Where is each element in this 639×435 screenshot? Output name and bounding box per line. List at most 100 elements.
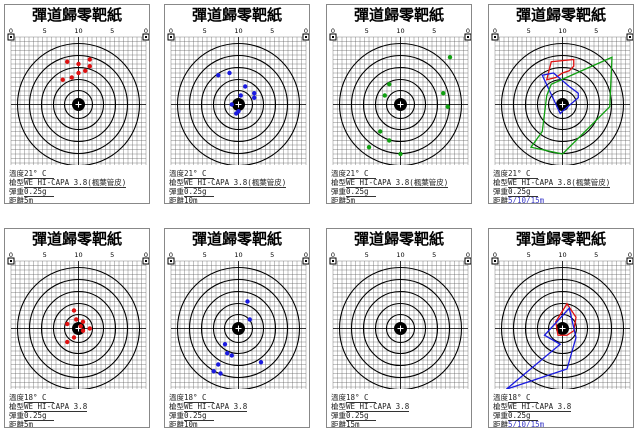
target-ring (338, 42, 463, 165)
tick-label: 0 (304, 251, 308, 259)
tick-label: 5 (594, 27, 598, 35)
corner-mark (494, 36, 496, 38)
shot-mark (76, 70, 81, 76)
sheet-title: 彈道歸零靶紙 (31, 230, 122, 248)
model-row: 槍型WE HI-CAPA 3.8 (331, 402, 410, 412)
temperature-row: 溫度18° C (493, 393, 538, 403)
tick-label: 0 (331, 27, 335, 35)
tick-label: 0 (304, 27, 308, 35)
pellet-label: 彈重 (169, 411, 184, 420)
shot-mark (382, 93, 387, 98)
shot-mark (71, 335, 77, 340)
target-ring (63, 89, 94, 120)
tick-label: 0 (331, 251, 335, 259)
distance-label: 距離 (9, 196, 24, 204)
target-ring (385, 313, 416, 344)
tick-label: 10 (74, 251, 82, 259)
shot-mark (252, 91, 257, 96)
corner-mark (467, 260, 469, 262)
target-ring (385, 89, 416, 120)
temperature-label: 溫度 (331, 169, 346, 178)
tick-label: 10 (234, 27, 242, 35)
pellet-label: 彈重 (493, 187, 508, 196)
pellet-value: 0.25g (508, 411, 538, 421)
shot-mark (234, 111, 239, 116)
tick-label: 5 (432, 27, 436, 35)
target-grid: 0 5 10 5 0 (491, 27, 633, 165)
pellet-value: 0.25g (508, 187, 538, 197)
tick-label: 0 (144, 251, 148, 259)
target-ring (374, 302, 427, 355)
corner-mark (10, 36, 12, 38)
distance-label: 距離 (493, 420, 508, 428)
target-grid: 0 5 10 5 0 (7, 251, 149, 389)
sheet-title: 彈道歸零靶紙 (353, 6, 444, 24)
tick-label: 5 (365, 27, 369, 35)
target-ring (200, 66, 277, 143)
pellet-value: 0.25g (184, 187, 214, 197)
target-ring (223, 313, 254, 344)
pellet-label: 彈重 (331, 411, 346, 420)
pellet-label: 彈重 (331, 187, 346, 196)
pellet-row: 彈重0.25g (169, 187, 214, 197)
target-grid: 0 5 10 5 0 (329, 251, 471, 389)
sheet-title: 彈道歸零靶紙 (191, 6, 282, 24)
distance-value: 15m (346, 420, 376, 427)
shot-mark (87, 64, 92, 69)
temperature-value: 18° C (24, 393, 54, 403)
shot-mark (83, 68, 88, 73)
model-row: 槍型WE HI-CAPA 3.8(楓葉管皮) (9, 178, 127, 188)
pellet-row: 彈重0.25g (493, 411, 538, 421)
tick-label: 10 (558, 251, 566, 259)
shot-mark (216, 73, 221, 78)
shot-mark (222, 342, 228, 347)
pellet-row: 彈重0.25g (9, 187, 54, 197)
target-sheet-4: 彈道歸零靶紙 0 5 10 5 0 溫度21° C 槍型WE HI-CAPA 3.8(楓… (488, 4, 634, 204)
temperature-row: 溫度21° C (169, 169, 214, 179)
shot-mark (229, 102, 234, 107)
corner-mark (305, 260, 307, 262)
target-ring (176, 266, 301, 389)
temperature-value: 21° C (508, 169, 538, 179)
distance-label: 距離 (169, 196, 184, 204)
target-grid: 0 5 10 5 0 (329, 27, 471, 165)
temperature-label: 溫度 (331, 393, 346, 402)
target-ring (16, 266, 141, 389)
pellet-row: 彈重0.25g (331, 411, 376, 421)
tick-label: 5 (365, 251, 369, 259)
distance-label: 距離 (331, 196, 346, 204)
group-polygon (541, 72, 579, 115)
pellet-row: 彈重0.25g (9, 411, 54, 421)
pellet-value: 0.25g (346, 187, 376, 197)
temperature-value: 18° C (508, 393, 538, 403)
distance-row: 距離5m (9, 196, 54, 204)
tick-label: 0 (628, 251, 632, 259)
target-ring (176, 42, 301, 165)
temperature-label: 溫度 (493, 393, 508, 402)
pellet-label: 彈重 (9, 187, 24, 196)
target-ring (212, 78, 265, 131)
sheet-title: 彈道歸零靶紙 (353, 230, 444, 248)
corner-mark (467, 36, 469, 38)
target-ring (547, 89, 578, 120)
distance-label: 距離 (493, 196, 508, 204)
pellet-label: 彈重 (9, 411, 24, 420)
shot-mark (378, 129, 383, 134)
temperature-label: 溫度 (493, 169, 508, 178)
tick-label: 5 (43, 27, 47, 35)
group-polygon (505, 306, 577, 389)
tick-label: 0 (9, 27, 13, 35)
corner-mark (332, 36, 334, 38)
pellet-row: 彈重0.25g (169, 411, 214, 421)
target-ring (28, 54, 129, 155)
target-ring (16, 42, 141, 165)
model-label: 槍型 (169, 402, 184, 411)
shot-mark (387, 138, 392, 143)
pellet-value: 0.25g (24, 187, 54, 197)
corner-mark (629, 260, 631, 262)
model-row: 槍型WE HI-CAPA 3.8 (9, 402, 88, 412)
pellet-value: 0.25g (24, 411, 54, 421)
target-ring (500, 42, 625, 165)
model-value: WE HI-CAPA 3.8 (184, 402, 248, 412)
shot-mark (441, 91, 446, 96)
